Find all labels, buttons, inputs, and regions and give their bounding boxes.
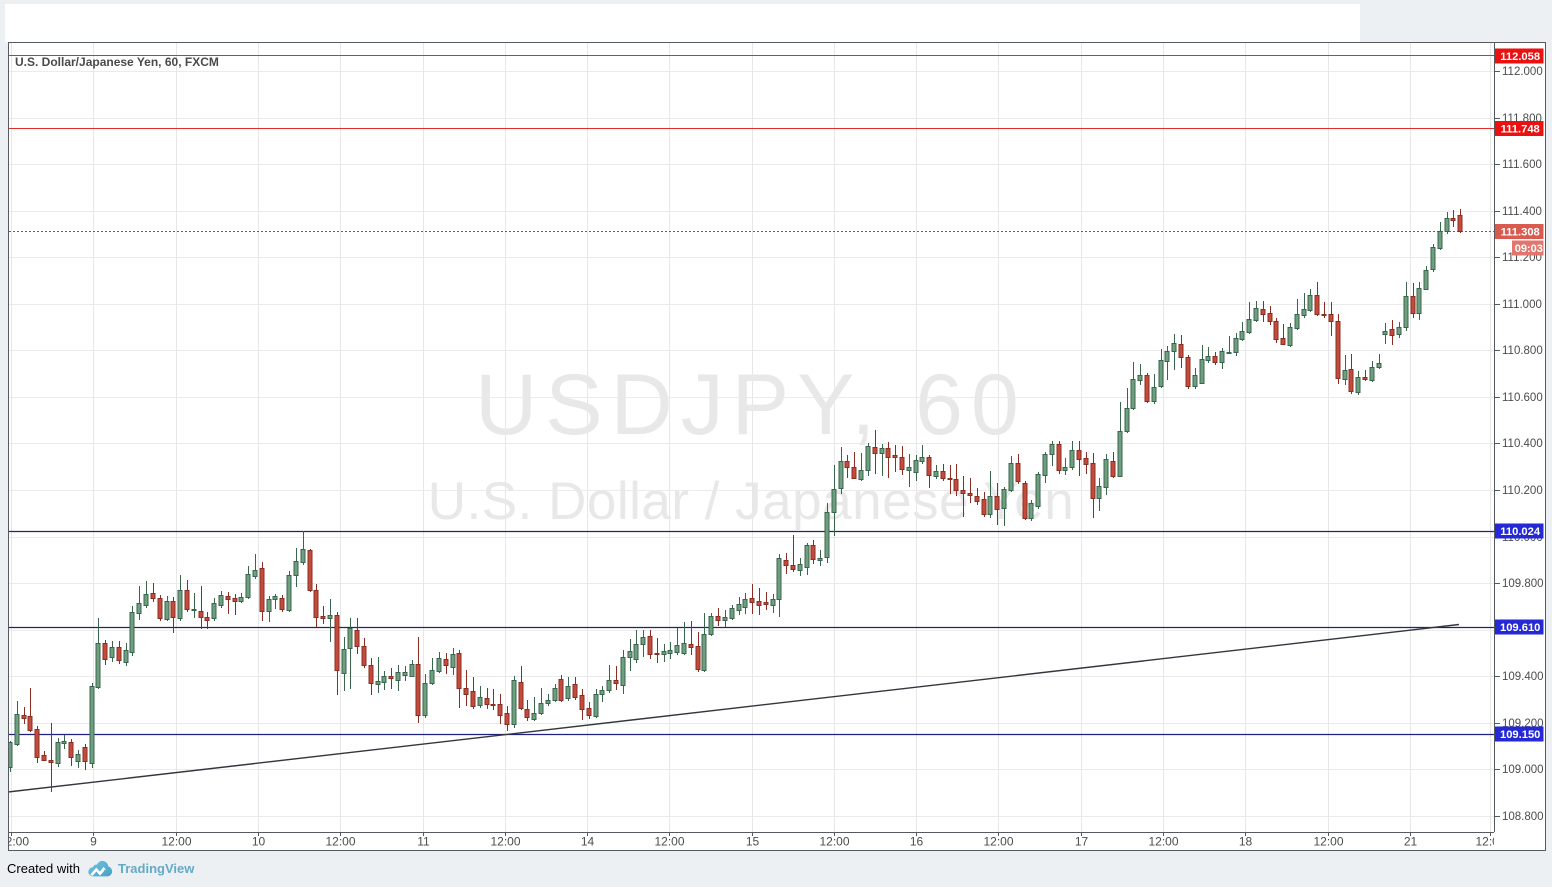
svg-text:12:00: 12:00 [819,835,849,849]
svg-text:12:00: 12:00 [9,835,29,849]
svg-text:12:00: 12:00 [1475,835,1494,849]
svg-text:14: 14 [581,835,595,849]
svg-text:12:00: 12:00 [1148,835,1178,849]
svg-text:112.000: 112.000 [1502,66,1543,78]
svg-text:17: 17 [1075,835,1089,849]
svg-text:12:00: 12:00 [1313,835,1343,849]
svg-text:USDJPY, 60: USDJPY, 60 [475,357,1027,453]
svg-text:112.058: 112.058 [1500,51,1540,63]
svg-text:110.400: 110.400 [1502,438,1543,450]
svg-text:09:03: 09:03 [1515,243,1543,255]
svg-text:U.S. Dollar / Japanese Yen: U.S. Dollar / Japanese Yen [428,472,1074,531]
svg-text:12:00: 12:00 [654,835,684,849]
svg-text:10: 10 [252,835,266,849]
svg-text:16: 16 [910,835,924,849]
svg-text:111.600: 111.600 [1502,159,1542,171]
svg-text:109.610: 109.610 [1500,622,1540,634]
svg-text:12:00: 12:00 [325,835,355,849]
svg-text:111.748: 111.748 [1501,124,1540,136]
svg-text:109.800: 109.800 [1502,578,1544,590]
svg-text:109.150: 109.150 [1500,729,1540,741]
svg-text:12:00: 12:00 [490,835,520,849]
svg-text:109.000: 109.000 [1502,764,1544,776]
svg-text:111.308: 111.308 [1501,227,1540,239]
svg-text:110.024: 110.024 [1500,526,1541,538]
svg-text:11: 11 [417,835,430,849]
svg-text:111.400: 111.400 [1502,206,1542,218]
svg-text:109.400: 109.400 [1502,671,1544,683]
svg-text:108.800: 108.800 [1502,811,1544,823]
svg-text:110.200: 110.200 [1502,485,1543,497]
svg-text:111.000: 111.000 [1502,299,1542,311]
svg-text:12:00: 12:00 [161,835,191,849]
svg-text:110.600: 110.600 [1502,392,1543,404]
svg-text:110.800: 110.800 [1502,345,1543,357]
svg-text:21: 21 [1404,835,1418,849]
svg-text:15: 15 [746,835,760,849]
svg-text:9: 9 [90,835,97,849]
svg-text:12:00: 12:00 [983,835,1013,849]
svg-text:18: 18 [1239,835,1253,849]
